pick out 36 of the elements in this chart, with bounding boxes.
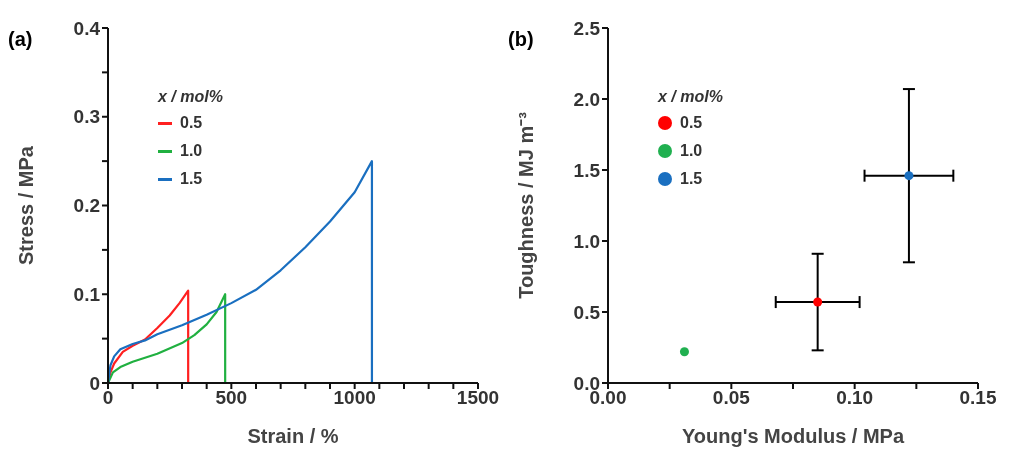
- point: [904, 171, 914, 181]
- x-tick-label: 0.15: [959, 387, 997, 409]
- y-tick-label: 2.0: [573, 88, 600, 110]
- line-series: [108, 293, 227, 383]
- line-series: [108, 289, 190, 383]
- y-tick-label: 0.4: [73, 17, 101, 39]
- y-tick-label: 0.1: [73, 283, 101, 305]
- y-axis-title: Stress / MPa: [15, 145, 38, 265]
- x-axis-title: Young's Modulus / MPa: [681, 425, 905, 447]
- legend-label: 1.5: [180, 170, 203, 188]
- x-axis-title: Strain / %: [247, 425, 339, 447]
- y-tick-label: 1.0: [573, 230, 600, 252]
- legend-title: x / mol%: [658, 88, 723, 106]
- x-tick-label: 0.10: [836, 387, 874, 409]
- x-tick-label: 1500: [456, 387, 500, 409]
- chart-title: (b): [508, 28, 534, 51]
- chart-title: (a): [8, 28, 33, 51]
- y-tick-label: 0: [89, 372, 100, 394]
- line-series: [108, 160, 374, 383]
- y-tick-label: 1.5: [573, 159, 601, 181]
- y-tick-label: 0.2: [73, 195, 100, 217]
- legend-label: 1.0: [680, 142, 703, 160]
- legend-label: 0.5: [680, 114, 703, 132]
- legend-label: 1.5: [680, 170, 703, 188]
- y-tick-label: 0.3: [73, 106, 100, 128]
- y-tick-label: 0.5: [573, 301, 601, 323]
- y-axis-title: Toughness / MJ m⁻³: [515, 111, 538, 299]
- point: [813, 297, 823, 307]
- point: [679, 347, 689, 357]
- legend-title: x / mol%: [158, 88, 223, 106]
- x-tick-label: 1000: [333, 387, 376, 409]
- x-tick-label: 500: [215, 387, 248, 409]
- x-tick-label: 0.05: [712, 387, 751, 409]
- legend-label: 1.0: [180, 142, 203, 160]
- y-tick-label: 2.5: [573, 17, 601, 39]
- legend-label: 0.5: [180, 114, 203, 132]
